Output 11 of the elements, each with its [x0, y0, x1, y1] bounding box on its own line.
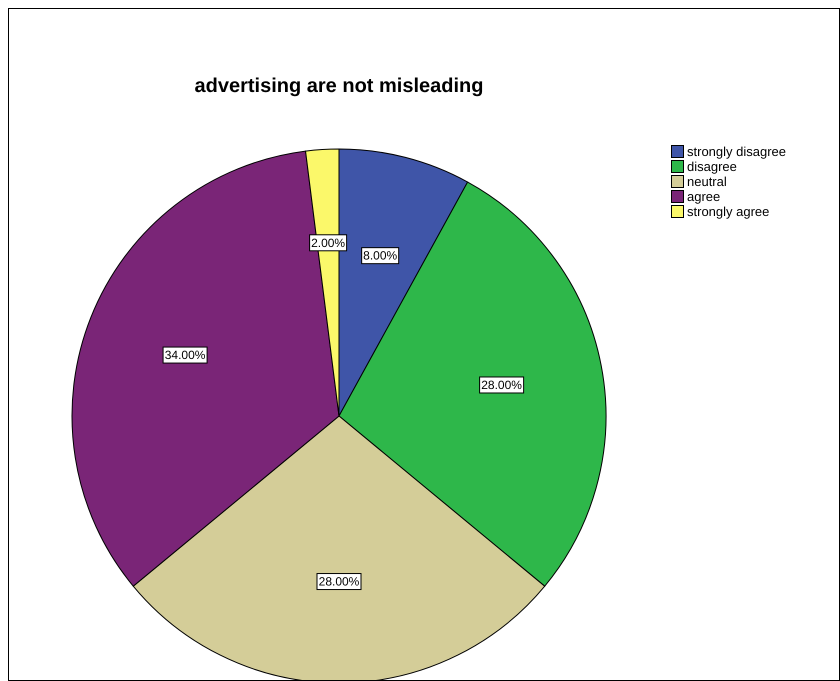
legend-label: agree — [687, 189, 720, 204]
data-label: 34.00% — [164, 348, 206, 362]
legend-label: strongly agree — [687, 204, 770, 219]
legend-label: disagree — [687, 159, 737, 174]
chart-title: advertising are not misleading — [194, 75, 484, 98]
legend-label: neutral — [687, 174, 727, 189]
data-label: 2.00% — [311, 236, 346, 250]
data-label: 8.00% — [363, 248, 398, 263]
data-label: 28.00% — [481, 378, 522, 392]
data-label: 28.00% — [318, 574, 360, 589]
legend-label: strongly disagree — [687, 144, 786, 159]
